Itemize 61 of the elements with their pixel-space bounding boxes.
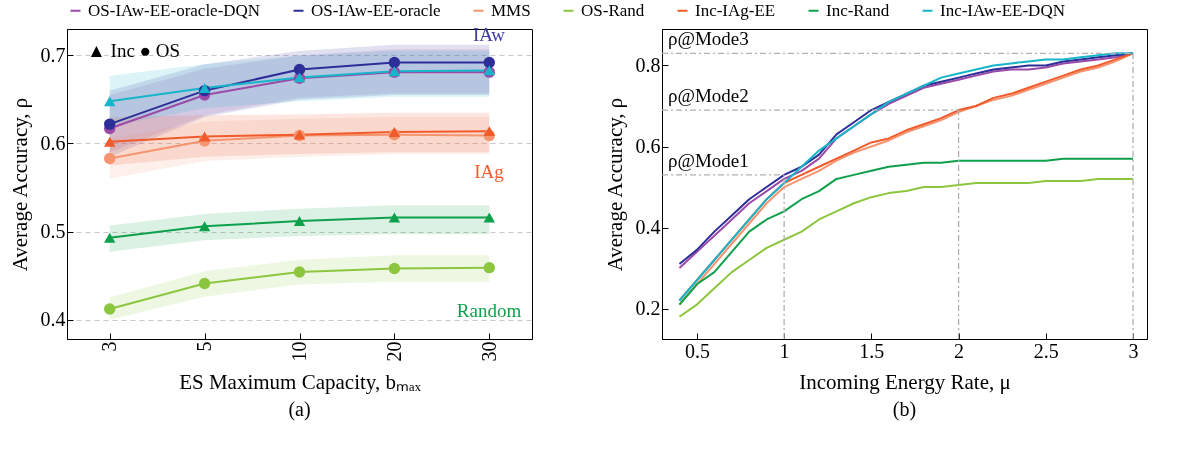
legend-label: Inc-Rand <box>826 0 890 20</box>
text: (b) <box>892 398 917 421</box>
line-series <box>678 177 1135 318</box>
ref-line-label: ρ@Mode3 <box>668 28 749 50</box>
point <box>198 221 211 232</box>
point <box>293 266 306 278</box>
legend-label: MMS <box>491 0 531 20</box>
y-axis-title: Average Accuracy, ρ <box>602 97 627 272</box>
annotation: ▲ Inc ● OS <box>87 40 181 61</box>
x-tick-label: 0.5 <box>684 339 710 362</box>
point <box>293 216 306 226</box>
point <box>198 277 211 290</box>
y-tick-label: 0.2 <box>635 297 661 320</box>
legend-label: OS-Rand <box>581 0 645 20</box>
point <box>483 56 495 69</box>
x-axis-title: Incoming Energy Rate, μ <box>799 369 1011 394</box>
y-tick-label: 0.6 <box>635 135 661 158</box>
ref-line-label: ρ@Mode2 <box>668 85 749 107</box>
y-tick-label: 0.4 <box>635 216 661 239</box>
point <box>104 303 116 315</box>
point <box>104 136 116 147</box>
annotation: IAg <box>474 161 505 182</box>
point <box>483 212 495 223</box>
point <box>483 261 495 274</box>
legend-label: Inc-IAw-EE-DQN <box>940 0 1065 20</box>
point <box>388 127 401 137</box>
y-tick-label: 0.7 <box>40 43 66 66</box>
ref-line-label: ρ@Mode1 <box>668 149 749 171</box>
x-tick-label: 2.5 <box>1033 339 1059 362</box>
y-tick-label: 0.4 <box>40 308 66 331</box>
annotation: Random <box>456 300 522 321</box>
point <box>388 212 401 223</box>
x-tick-label: 20 <box>382 341 405 362</box>
point <box>483 126 495 137</box>
annotation: IAw <box>472 24 506 45</box>
x-tick-label: 1 <box>779 339 790 362</box>
legend-label: OS-IAw-EE-oracle-DQN <box>88 0 261 20</box>
point <box>388 56 401 69</box>
y-tick-label: 0.6 <box>40 131 66 154</box>
text: (a) <box>288 398 311 421</box>
point <box>293 63 306 76</box>
point <box>388 262 401 275</box>
y-tick-label: 0.8 <box>635 53 661 76</box>
legend-label: OS-IAw-EE-oracle <box>311 0 441 20</box>
x-tick-label: 10 <box>288 341 310 362</box>
x-tick-label: 5 <box>193 341 216 352</box>
point <box>198 83 211 93</box>
x-tick-label: 3 <box>1128 339 1139 362</box>
point <box>198 131 211 142</box>
x-tick-label: 30 <box>477 341 500 362</box>
x-axis-title: ES Maximum Capacity, bₘₐₓ <box>179 369 422 394</box>
y-axis-title: Average Accuracy, ρ <box>7 97 32 272</box>
point <box>104 96 116 107</box>
x-tick-label: 1.5 <box>859 339 885 362</box>
point <box>104 232 116 243</box>
legend-label: Inc-IAg-EE <box>695 0 776 20</box>
y-tick-label: 0.5 <box>40 220 66 243</box>
x-tick-label: 3 <box>98 341 121 352</box>
point <box>104 118 116 130</box>
point <box>104 152 116 165</box>
x-tick-label: 2 <box>954 339 965 362</box>
